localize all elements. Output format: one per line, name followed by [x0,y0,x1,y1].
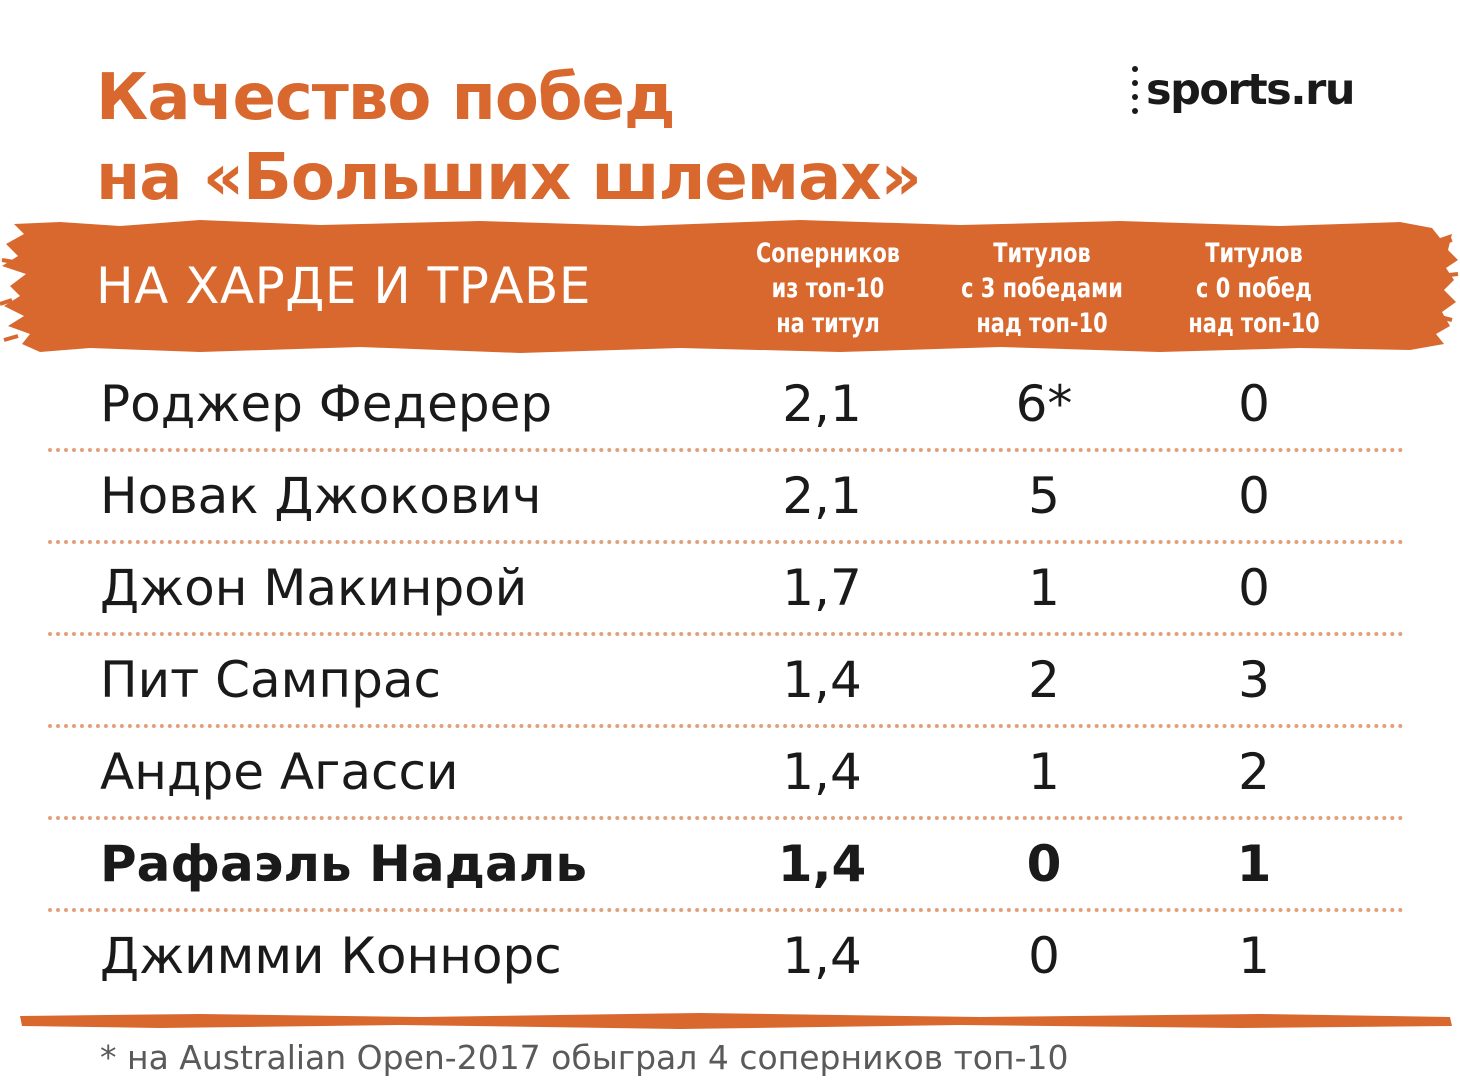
player-name: Джон Макинрой [100,559,528,617]
value-cell-col-3: 0 [1238,375,1270,433]
value-cell-col-1: 2,1 [782,375,862,433]
table-row: Джимми Коннорс 1,4 0 1 [0,910,1460,1002]
value-cell-col-2: 5 [1028,467,1060,525]
player-name: Роджер Федерер [100,375,553,433]
table-row: Новак Джокович 2,1 5 0 [0,450,1460,542]
column-header-line: Титулов [993,238,1091,269]
column-header-2: Титулов с 3 победами над топ-10 [943,236,1141,341]
value-cell-col-3: 0 [1238,467,1270,525]
value-cell-col-3: 1 [1238,927,1270,985]
bottom-rule [20,1013,1452,1029]
value-cell-col-2: 1 [1028,743,1060,801]
player-name: Джимми Коннорс [100,927,562,985]
value-cell-col-3: 0 [1238,559,1270,617]
logo-dots-icon [1132,66,1138,114]
column-header-line: из топ-10 [771,273,885,304]
row-divider [48,816,1404,820]
value-cell-col-2: 0 [1026,835,1062,893]
column-header-line: над топ-10 [1188,308,1320,339]
row-divider [48,448,1404,452]
title-line-2: на «Больших шлемах» [96,141,922,215]
footnote: * на Australian Open-2017 обыграл 4 сопе… [100,1038,1069,1077]
table-row: Джон Макинрой 1,7 1 0 [0,542,1460,634]
column-header-line: с 3 победами [961,273,1123,304]
table-row: Пит Сампрас 1,4 2 3 [0,634,1460,726]
value-cell-col-2: 0 [1028,927,1060,985]
table-row: Рафаэль Надаль 1,4 0 1 [0,818,1460,910]
table-row: Роджер Федерер 2,1 6* 0 [0,358,1460,450]
chart-title: Качество побед на «Больших шлемах» [96,58,922,218]
value-cell-col-1: 1,4 [782,743,862,801]
banner-label: НА ХАРДЕ И ТРАВЕ [96,257,591,315]
column-header-line: с 0 побед [1196,273,1312,304]
player-name: Пит Сампрас [100,651,441,709]
value-cell-col-1: 1,4 [777,835,867,893]
title-line-1: Качество побед [96,61,676,135]
column-header-line: на титул [776,308,880,339]
row-divider [48,540,1404,544]
row-divider [48,724,1404,728]
value-cell-col-3: 1 [1236,835,1272,893]
column-header-1: Соперников из топ-10 на титул [729,236,927,341]
value-cell-col-1: 1,4 [782,927,862,985]
value-cell-col-2: 6* [1015,375,1073,433]
banner-brush-shape [0,220,1459,353]
value-cell-col-1: 1,4 [782,651,862,709]
value-cell-col-1: 2,1 [782,467,862,525]
row-divider [48,908,1404,912]
column-header-line: Титулов [1205,238,1303,269]
row-divider [48,632,1404,636]
logo-text: sports.ru [1146,65,1355,115]
table-row: Андре Агасси 1,4 1 2 [0,726,1460,818]
player-name: Новак Джокович [100,467,542,525]
value-cell-col-3: 3 [1238,651,1270,709]
column-header-line: Соперников [755,238,901,269]
value-cell-col-1: 1,7 [782,559,862,617]
header-banner [0,216,1460,356]
value-cell-col-3: 2 [1238,743,1270,801]
value-cell-col-2: 2 [1028,651,1060,709]
player-name: Рафаэль Надаль [100,835,587,893]
sports-ru-logo: sports.ru [1132,62,1355,118]
player-name: Андре Агасси [100,743,459,801]
value-cell-col-2: 1 [1028,559,1060,617]
column-header-line: над топ-10 [976,308,1108,339]
column-header-3: Титулов с 0 побед над топ-10 [1155,236,1353,341]
